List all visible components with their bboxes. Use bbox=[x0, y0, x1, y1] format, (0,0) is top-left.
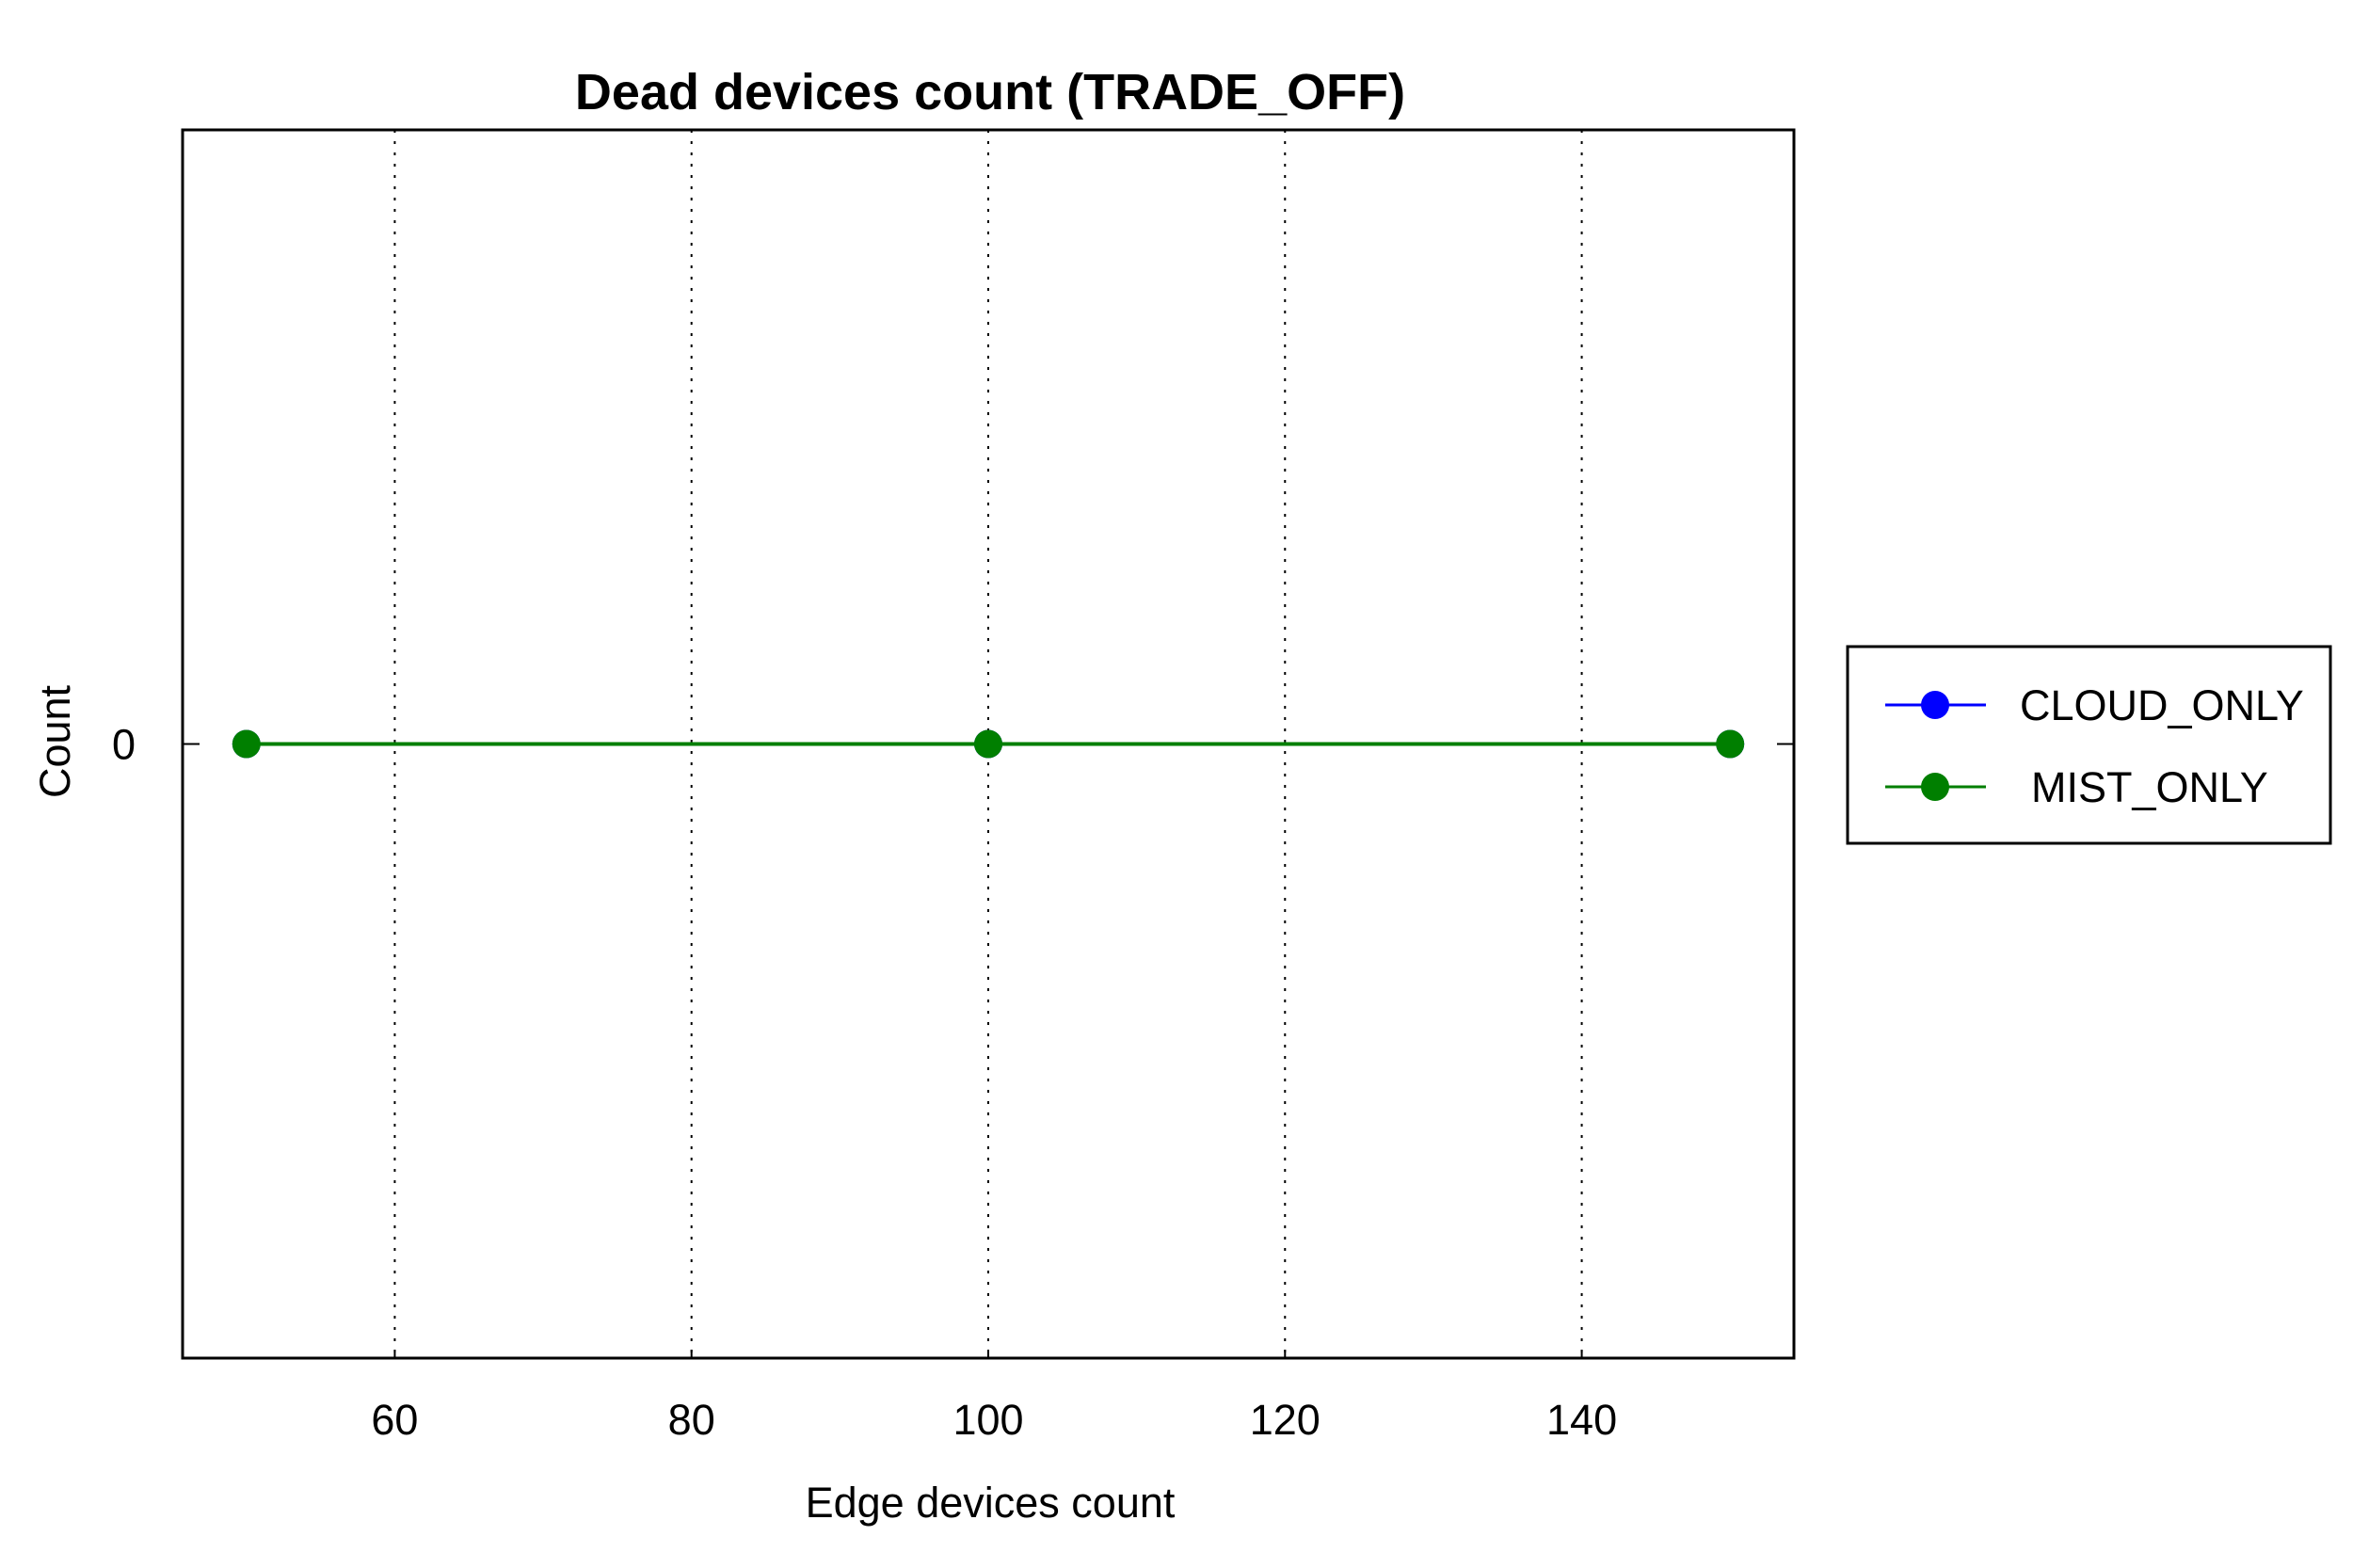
x-tick-label: 60 bbox=[371, 1396, 418, 1444]
y-tick-label: 0 bbox=[112, 721, 136, 769]
x-tick-label: 80 bbox=[668, 1396, 715, 1444]
data-point-mist-only bbox=[232, 729, 261, 759]
legend-marker-mist-only bbox=[1921, 773, 1949, 801]
x-axis-label: Edge devices count bbox=[806, 1479, 1176, 1527]
legend-box bbox=[1846, 645, 2332, 845]
x-tick-label: 140 bbox=[1546, 1396, 1617, 1444]
x-tick-label: 120 bbox=[1250, 1396, 1321, 1444]
legend-label-cloud-only: CLOUD_ONLY bbox=[2020, 681, 2304, 729]
legend-label-mist-only: MIST_ONLY bbox=[2031, 763, 2268, 811]
data-point-mist-only bbox=[1716, 729, 1745, 759]
axes-ticks: 60 80 100 120 140 0 bbox=[112, 721, 1794, 1444]
grid-lines bbox=[393, 130, 1583, 1358]
data-point-mist-only bbox=[974, 729, 1002, 759]
legend-marker-cloud-only bbox=[1921, 691, 1949, 719]
chart-title: Dead devices count (TRADE_OFF) bbox=[575, 64, 1405, 120]
legend: CLOUD_ONLY MIST_ONLY bbox=[1846, 645, 2332, 845]
x-tick-label: 100 bbox=[952, 1396, 1023, 1444]
y-axis-label: Count bbox=[31, 684, 79, 798]
series-layer bbox=[232, 729, 1745, 759]
